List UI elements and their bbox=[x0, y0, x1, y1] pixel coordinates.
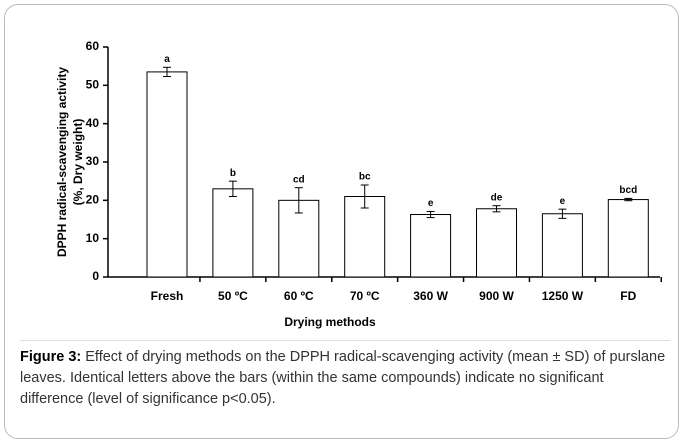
significance-letter: a bbox=[164, 54, 170, 65]
y-axis-label: DPPH radical-scavenging activity bbox=[55, 67, 69, 257]
error-bar bbox=[163, 66, 171, 78]
caption-label: Figure 3: bbox=[20, 349, 82, 365]
x-tick-label: 1250 W bbox=[542, 289, 584, 303]
bar bbox=[212, 188, 254, 278]
x-tick-label: 360 W bbox=[413, 289, 448, 303]
error-bar bbox=[228, 180, 237, 197]
bar bbox=[541, 213, 583, 278]
caption: Figure 3: Effect of drying methods on th… bbox=[20, 340, 670, 410]
error-bar bbox=[492, 205, 501, 213]
significance-letter: e bbox=[428, 198, 434, 209]
y-tick-label: 60 bbox=[86, 39, 100, 53]
y-tick-label: 20 bbox=[86, 193, 100, 207]
x-tick-label: 60 ºC bbox=[284, 289, 314, 303]
bar bbox=[476, 208, 517, 278]
significance-letter: de bbox=[491, 192, 503, 203]
significance-letter: b bbox=[230, 168, 236, 179]
y-tick-label: 30 bbox=[86, 154, 100, 168]
significance-letter: bc bbox=[359, 172, 371, 183]
significance-letter: bcd bbox=[619, 185, 637, 196]
y-axis-label: (%, Dry weight) bbox=[71, 119, 85, 206]
bar bbox=[410, 214, 452, 278]
x-tick-label: FD bbox=[620, 289, 636, 303]
x-axis-label: Drying methods bbox=[284, 315, 376, 329]
y-tick-label: 10 bbox=[86, 231, 100, 245]
x-tick-label: Fresh bbox=[151, 289, 184, 303]
error-bar bbox=[558, 208, 567, 219]
y-tick-label: 50 bbox=[86, 78, 100, 92]
caption-text: Effect of drying methods on the DPPH rad… bbox=[20, 349, 666, 407]
significance-letter: cd bbox=[293, 174, 305, 185]
significance-letter: e bbox=[560, 196, 566, 207]
bar bbox=[146, 71, 188, 278]
bar bbox=[607, 199, 649, 278]
error-bar bbox=[360, 184, 369, 209]
y-tick-label: 40 bbox=[86, 116, 100, 130]
bar bbox=[344, 196, 386, 278]
x-tick-label: 70 ºC bbox=[350, 289, 380, 303]
figure-frame bbox=[4, 4, 679, 439]
y-tick-label: 0 bbox=[92, 269, 99, 283]
error-bar bbox=[294, 187, 303, 214]
error-bar bbox=[624, 197, 633, 202]
x-tick-label: 50 ºC bbox=[218, 289, 248, 303]
x-tick-label: 900 W bbox=[479, 289, 514, 303]
error-bar bbox=[426, 210, 435, 219]
chart: Drying methods DPPH radical-scavenging a… bbox=[55, 39, 662, 329]
